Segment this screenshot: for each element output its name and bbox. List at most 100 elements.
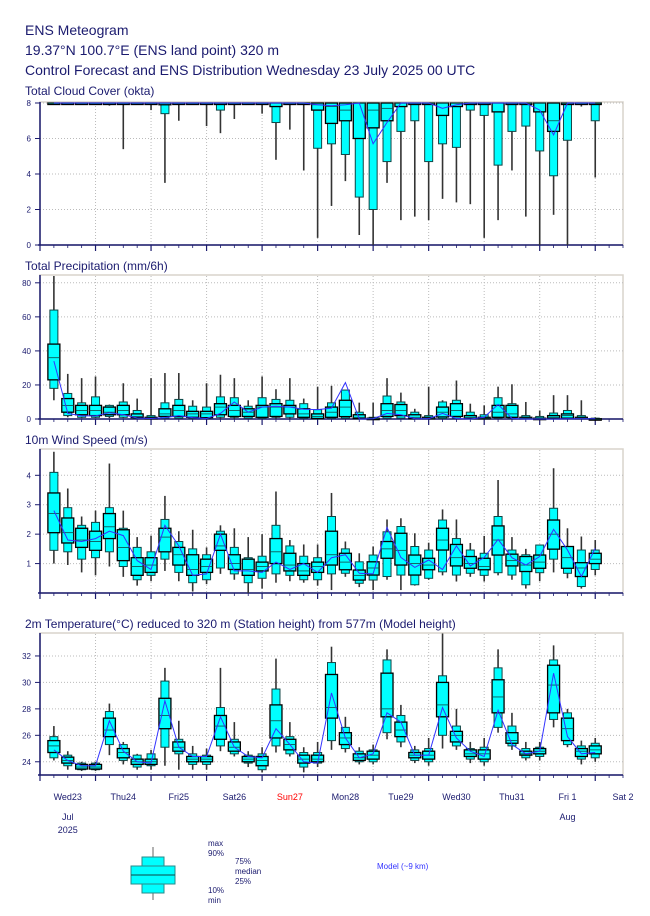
ens-box [505,384,519,419]
box-p25-p75 [338,399,353,418]
ens-box [324,385,339,419]
ens-box [449,102,464,203]
y-tick-label: 1 [27,560,32,569]
day-label: Sat26 [223,792,247,802]
y-tick-label: 4 [27,170,32,179]
box-p25-p75 [102,512,117,540]
panel-3: 10m Wind Speed (m/s) 1 2 3 4 [25,433,624,599]
panel-title: 2m Temperature(°C) reduced to 320 m (Sta… [25,617,456,631]
ens-box [394,704,408,748]
ens-box [172,373,186,419]
box-p25-p75 [158,697,172,730]
ens-box [74,516,89,573]
ens-box [394,518,408,591]
ens-box [366,546,380,591]
legend-model-label: Model (~9 km) [377,862,429,871]
model-line [53,673,596,767]
box-p25-p75 [255,404,269,418]
legend-median-label: median [235,867,261,876]
ens-box [546,645,561,728]
ens-box [324,492,339,591]
y-tick-label: 30 [22,678,31,687]
box-p25-p75 [186,410,200,418]
box-p25-p75 [74,527,89,549]
ens-box [88,376,103,419]
ens-box [116,741,130,765]
ens-box [546,395,561,420]
box-p10-p90 [424,102,434,163]
ens-box [435,633,450,749]
box-p25-p75 [491,404,505,418]
box-p25-p75 [255,755,269,767]
ens-box [144,535,158,582]
box-p25-p75 [61,517,75,544]
day-label: Tue29 [388,792,413,802]
box-p25-p75 [213,714,228,740]
box-p25-p75 [463,555,477,569]
ens-box [338,102,353,182]
ens-box [435,102,450,199]
ens-box [519,548,533,589]
box-p25-p75 [477,557,491,571]
ens-box [477,535,491,582]
box-p25-p75 [88,530,103,551]
box-p10-p90 [521,102,531,127]
day-label: Mon28 [332,792,360,802]
ens-box [435,400,450,419]
ens-box [102,404,117,419]
y-tick-label: 8 [27,99,32,108]
box-p25-p75 [283,404,297,415]
time-axis-labels: Wed23 Jul 2025 Thu24 Fri25 Sat26 Sun27 Mon28 Tue… [54,792,634,835]
ens-box [61,488,75,566]
day-label: Sun27 [277,792,303,802]
box-p25-p75 [435,681,450,718]
box-p25-p75 [310,102,325,111]
box-p25-p75 [491,525,505,556]
box-p25-p75 [394,721,408,738]
box-p25-p75 [241,558,255,576]
ens-box [533,102,547,245]
day-label: Thu31 [499,792,525,802]
legend-max-label: max [208,839,223,848]
box-p25-p75 [227,554,241,571]
box-p25-p75 [380,102,394,122]
y-tick-label: 3 [27,501,32,510]
ens-box [491,649,505,733]
y-tick-label: 0 [27,241,32,250]
ens-box [74,761,89,772]
year-label: 2025 [58,825,78,835]
box-p25-p75 [588,552,602,565]
ens-box [130,398,144,419]
box-p25-p75 [546,519,561,550]
model-line [53,360,596,420]
ens-box [574,740,589,765]
box-p25-p75 [269,704,283,739]
box-p25-p75 [199,558,214,574]
ens-box [491,386,505,419]
ens-box [283,540,297,582]
ens-box [560,395,575,420]
y-tick-label: 20 [22,381,31,390]
box-p25-p75 [269,403,283,418]
ens-box [158,373,172,419]
legend-p25-label: 25% [235,877,251,886]
ens-box [213,525,228,574]
box-p25-p75 [102,406,117,416]
ens-box [199,547,214,585]
ens-box [47,726,61,761]
box-p25-p75 [116,404,130,416]
box-p25-p75 [435,527,450,551]
ens-box [324,102,339,206]
panel-2: Total Precipitation (mm/6h) 0 20 40 60 80 [22,259,624,425]
box-p25-p75 [227,404,241,418]
model-line [53,102,596,145]
box-p25-p75 [172,404,186,418]
ens-box [463,403,477,420]
box-p25-p75 [297,408,311,418]
box-p25-p75 [574,747,589,758]
ens-box [588,540,602,576]
ens-box [380,519,394,580]
ens-box [255,747,269,773]
box-p25-p75 [338,552,353,571]
